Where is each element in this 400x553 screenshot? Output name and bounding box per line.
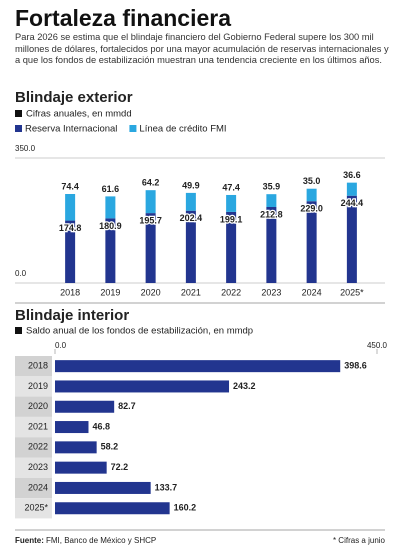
bar-segment (185, 192, 196, 211)
x-tick-label: 2022 (221, 287, 241, 297)
value-label: 174.8 (59, 223, 82, 233)
bar-segment (306, 188, 317, 202)
value-label: 202.4 (180, 213, 203, 223)
source: FMI, Banco de México y SHCP (46, 536, 156, 545)
bar-segment (105, 196, 116, 219)
legend-swatch (129, 125, 137, 132)
y-tick-label: 0.0 (15, 269, 27, 278)
y-tick-label: 2021 (28, 421, 48, 431)
x-tick-label: 2019 (100, 287, 120, 297)
y-tick-label: 2023 (28, 462, 48, 472)
x-tick-label: 450.0 (367, 341, 388, 350)
value-label: 243.2 (233, 381, 256, 391)
bullet (15, 327, 22, 334)
section-title: Blindaje interior (15, 307, 129, 324)
x-tick-label: 2024 (302, 287, 322, 297)
row-label-bg (15, 376, 52, 397)
x-tick-label: 2023 (261, 287, 281, 297)
value-label: 58.2 (101, 442, 119, 452)
value-label: 46.8 (92, 421, 110, 431)
bar (55, 360, 341, 373)
value-label: 398.6 (344, 361, 367, 371)
bullet (15, 110, 22, 117)
bar-segment (226, 194, 237, 212)
row-label-bg (15, 396, 52, 417)
value-label: 49.9 (182, 180, 200, 190)
bar-segment (105, 218, 116, 283)
note: * Cifras a junio (333, 536, 386, 545)
x-tick-label: 2020 (141, 287, 161, 297)
value-label: 36.6 (343, 170, 361, 180)
legend-label: Reserva Internacional (25, 124, 117, 135)
value-label: 133.7 (155, 482, 178, 492)
bar-segment (346, 195, 357, 283)
x-tick-label: 2025* (340, 287, 364, 297)
y-tick-label: 2024 (28, 482, 48, 492)
subtitle: Saldo anual de los fondos de estabilizac… (26, 326, 253, 337)
bar (55, 380, 230, 393)
subtitle: Cifras anuales, en mmdd (26, 109, 132, 120)
bar-segment (185, 210, 196, 283)
bar (55, 400, 115, 413)
bar-segment (145, 213, 156, 283)
bar-segment (346, 182, 357, 196)
value-label: 180.9 (99, 221, 122, 231)
row-label-bg (15, 356, 52, 377)
value-label: 244.4 (341, 198, 364, 208)
x-tick-label: 2018 (60, 287, 80, 297)
value-label: 61.6 (102, 184, 120, 194)
bar (55, 421, 89, 434)
bar (55, 502, 170, 515)
bar-segment (266, 207, 277, 283)
bar (55, 481, 151, 494)
row-label-bg (15, 437, 52, 458)
legend-label: Línea de crédito FMI (139, 124, 226, 135)
value-label: 64.2 (142, 178, 160, 188)
row-label-bg (15, 457, 52, 478)
bar-segment (65, 220, 76, 283)
y-tick-label: 2018 (28, 361, 48, 371)
title: Fortaleza financiera (15, 5, 232, 31)
bar-segment (65, 194, 76, 221)
value-label: 35.0 (303, 176, 321, 186)
source-label: Fuente: (15, 536, 44, 545)
value-label: 229.0 (300, 204, 323, 214)
y-tick-label: 2025* (24, 503, 48, 513)
value-label: 74.4 (61, 181, 79, 191)
bar-segment (306, 201, 317, 283)
bar (55, 441, 97, 454)
value-label: 195.7 (139, 215, 162, 225)
bar (55, 461, 107, 474)
y-tick-label: 2020 (28, 401, 48, 411)
x-tick-label: 0.0 (55, 341, 67, 350)
value-label: 72.2 (111, 462, 129, 472)
legend-swatch (15, 125, 22, 132)
row-label-bg (15, 416, 52, 438)
value-label: 199.1 (220, 214, 243, 224)
value-label: 82.7 (118, 401, 136, 411)
x-tick-label: 2021 (181, 287, 201, 297)
bar-segment (145, 190, 156, 214)
bar-segment (226, 211, 237, 283)
value-label: 47.4 (222, 182, 240, 192)
section-title: Blindaje exterior (15, 89, 133, 106)
intro-text: Para 2026 se estima que el blindaje fina… (15, 32, 389, 65)
y-tick-label: 2019 (28, 381, 48, 391)
row-label-bg (15, 498, 52, 519)
row-label-bg (15, 477, 52, 499)
y-tick-label: 350.0 (15, 144, 36, 153)
value-label: 212.8 (260, 209, 283, 219)
y-tick-label: 2022 (28, 442, 48, 452)
value-label: 160.2 (174, 503, 197, 513)
value-label: 35.9 (263, 182, 281, 192)
bar-segment (266, 194, 277, 207)
